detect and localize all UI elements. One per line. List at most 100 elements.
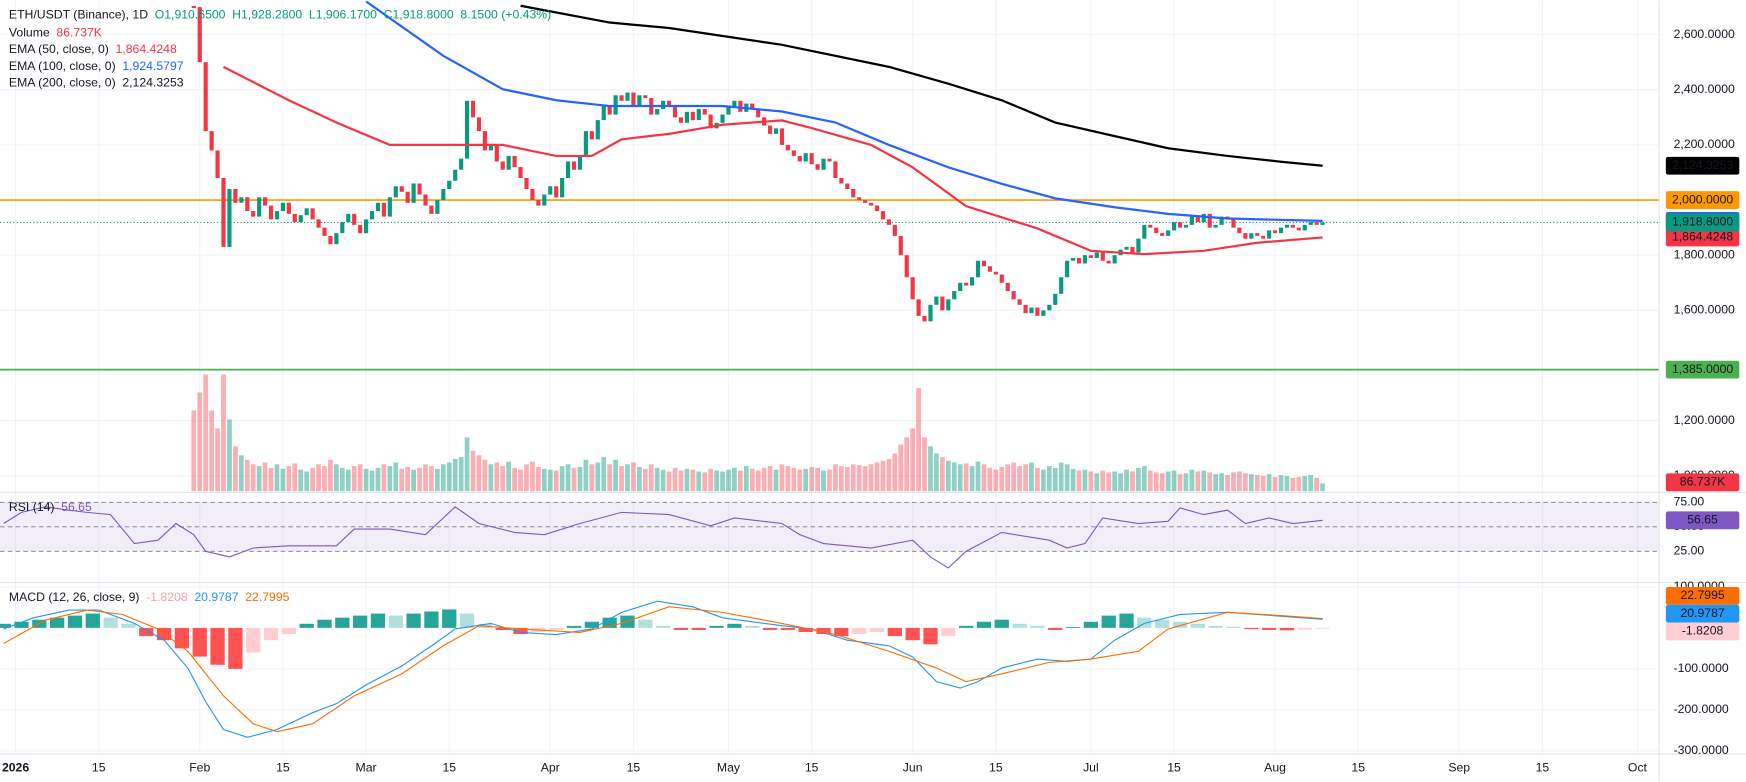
candle-body <box>815 164 820 170</box>
candle-body <box>661 100 666 110</box>
legend: ETH/USDT (Binance), 1D O1,910.6500 H1,928.… <box>9 8 551 604</box>
volume-bar <box>286 466 292 492</box>
candle-body <box>1035 307 1040 316</box>
candle-body <box>958 282 963 292</box>
candle-body <box>1213 224 1218 228</box>
candle-body <box>233 189 238 203</box>
volume-bar <box>1035 467 1040 492</box>
candle-body <box>1005 282 1010 292</box>
candle-body <box>613 95 618 115</box>
volume-bar <box>577 466 583 492</box>
value: 22.7995 <box>245 590 289 604</box>
macd-histogram-bar <box>406 613 421 628</box>
volume-bar <box>928 446 933 492</box>
candle-body <box>518 166 523 178</box>
volume-bar <box>951 462 957 492</box>
candle-body <box>655 109 660 115</box>
candle-body <box>993 271 998 275</box>
volume-bar <box>446 462 452 492</box>
macd-histogram-bar <box>994 619 1009 628</box>
candle-body <box>221 177 226 247</box>
volume-bar <box>625 464 630 492</box>
volume-bar <box>423 464 428 492</box>
macd-histogram-bar <box>923 627 938 645</box>
volume-bar <box>553 470 559 492</box>
macd-histogram-bar <box>976 621 992 628</box>
price-badge-label: 1,918.8000 <box>1672 215 1733 229</box>
macd-histogram-bar <box>1101 615 1116 628</box>
value: 1,864.4248 <box>116 42 177 56</box>
candle-body <box>1284 224 1290 228</box>
ohlc: L1,906.1700 <box>309 8 377 22</box>
candle-body <box>678 117 684 123</box>
candle-body <box>1053 293 1058 305</box>
candle-body <box>631 92 636 107</box>
candle-body <box>411 183 416 203</box>
macd-histogram-bar <box>317 619 332 628</box>
volume-bar <box>506 461 512 492</box>
legend-rsi: RSI (14) 56.65 <box>9 500 92 514</box>
volume-bar <box>339 467 345 492</box>
macd-histogram-bar <box>388 615 403 628</box>
label: RSI (14) <box>9 500 55 514</box>
volume-bar <box>268 467 274 492</box>
price-pane <box>0 0 1660 492</box>
volume-bar <box>1058 462 1064 492</box>
candle-body <box>928 304 933 322</box>
candle-body <box>577 155 583 170</box>
candle-body <box>1195 216 1200 223</box>
volume-bar <box>429 466 434 492</box>
volume-bar <box>607 464 613 492</box>
candle-body <box>423 194 428 206</box>
volume-bar <box>464 437 470 492</box>
volume-bar <box>1284 475 1290 492</box>
candle-body <box>607 106 612 115</box>
volume-bar <box>779 464 785 492</box>
y-tick-label: 2,200.0000 <box>1674 137 1735 151</box>
candle-body <box>417 183 422 195</box>
ema-line <box>365 0 1323 222</box>
volume-bar <box>999 466 1005 492</box>
volume-bar <box>672 467 678 492</box>
value: 2,124.3253 <box>122 76 183 90</box>
macd-histogram-bar <box>549 627 564 630</box>
candle-body <box>1017 299 1022 305</box>
volume-bar <box>850 464 856 492</box>
volume-bar <box>345 469 351 492</box>
macd-histogram-bar <box>1190 623 1205 628</box>
candle-body <box>773 128 779 134</box>
x-tick-label: Aug <box>1264 761 1286 775</box>
macd-histogram-bar <box>816 627 831 635</box>
volume-bar <box>1278 475 1284 492</box>
volume-bar <box>595 462 601 492</box>
volume-bar <box>524 464 529 492</box>
x-tick-label: 2026 <box>2 761 29 775</box>
x-tick-label: 15 <box>805 761 819 775</box>
volume-bar <box>256 466 262 492</box>
volume-bar <box>1076 470 1082 492</box>
volume-bar <box>737 470 743 492</box>
candle-body <box>364 219 369 234</box>
volume-bar <box>648 464 654 492</box>
price-badge <box>1665 473 1740 492</box>
volume-bar <box>856 465 862 492</box>
candle-body <box>191 5 196 9</box>
volume-bar <box>993 469 999 492</box>
candle-body <box>316 219 321 228</box>
x-tick-label: Oct <box>1628 761 1648 775</box>
candle-body <box>1261 235 1266 239</box>
candle-body <box>833 161 838 178</box>
volume-bar <box>904 437 910 492</box>
macd-histogram-bar <box>0 623 11 628</box>
candle-body <box>797 155 802 162</box>
candle-body <box>328 235 333 245</box>
x-tick-label: Feb <box>189 761 210 775</box>
candle-body <box>476 117 482 132</box>
volume-bar <box>833 464 838 492</box>
x-tick-label: 15 <box>276 761 290 775</box>
price-badge-label: -1.8208 <box>1682 624 1724 638</box>
volume-bar <box>1320 483 1325 492</box>
volume-bar <box>227 419 232 492</box>
y-tick-label: 1,600.0000 <box>1674 303 1735 317</box>
volume-bar <box>500 466 506 492</box>
